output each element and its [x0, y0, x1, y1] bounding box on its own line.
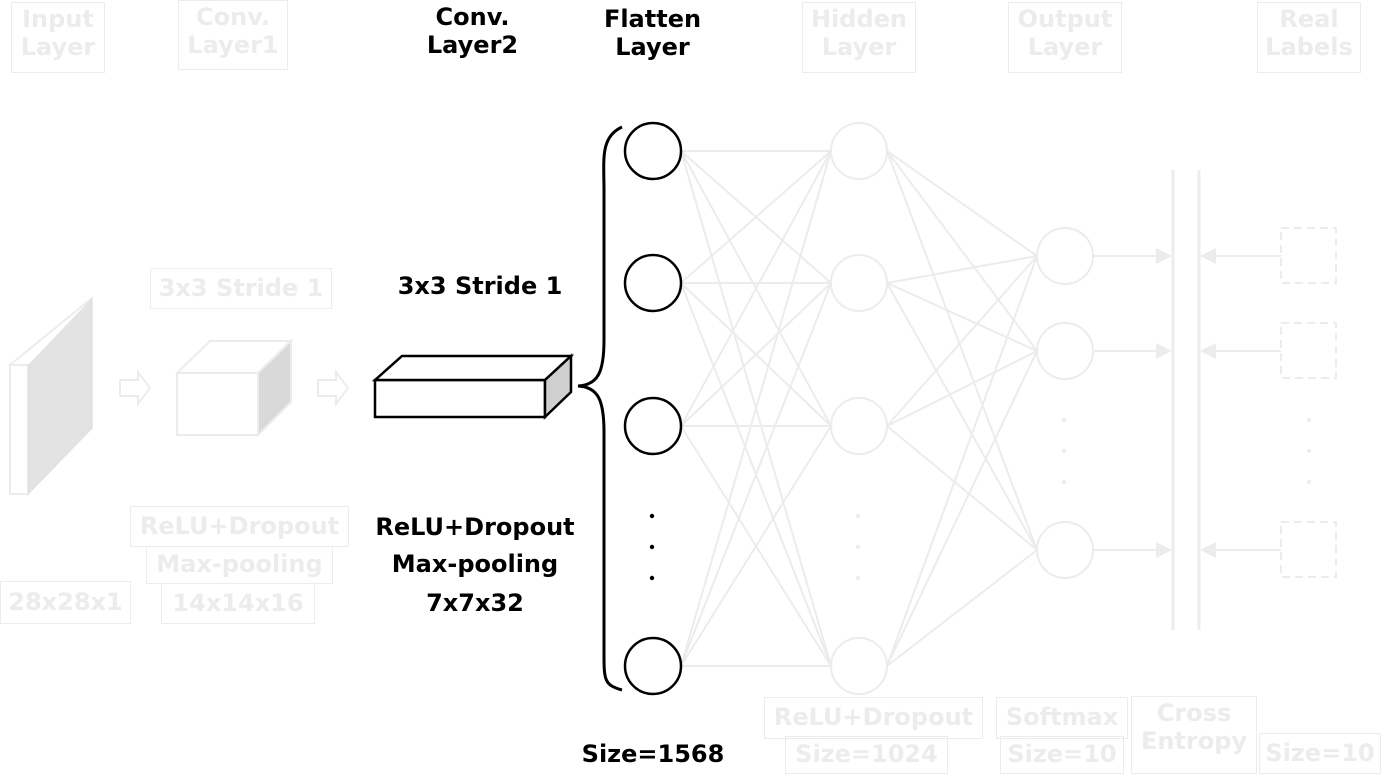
real-label-box	[1280, 322, 1337, 379]
loss-arrows	[1093, 248, 1281, 558]
real-label-box	[1280, 521, 1337, 578]
conv1-pool-label: Max-pooling	[146, 546, 333, 584]
output-neuron	[1036, 227, 1094, 285]
input-volume	[7, 295, 93, 497]
real-labels-header: Real Labels	[1257, 2, 1361, 73]
flatten-hidden-edge	[680, 150, 832, 427]
flatten-neuron	[623, 396, 683, 456]
flatten-hidden-edge	[680, 282, 832, 667]
input-size-label: 28x28x1	[0, 581, 131, 624]
conv1-relu-label: ReLU+Dropout	[130, 506, 349, 547]
arrow-icon	[317, 369, 350, 407]
flatten-size-label: Size=1568	[581, 740, 725, 768]
flatten-layer-header: Flatten Layer	[603, 5, 702, 62]
hidden-output-edge	[886, 150, 1038, 551]
flatten-hidden-edge	[680, 150, 832, 284]
flatten-hidden-edge	[680, 150, 832, 667]
flatten-hidden-edge	[680, 282, 832, 427]
real-label-box	[1280, 227, 1337, 284]
hidden-layer-header: Hidden Layer	[802, 2, 916, 73]
conv2-pool-label: Max-pooling	[391, 550, 559, 578]
flatten-neurons	[623, 121, 683, 696]
flatten-brace	[577, 125, 623, 692]
output-neuron	[1036, 322, 1094, 380]
loss-bars	[1171, 170, 1201, 630]
output-neurons	[1036, 227, 1094, 579]
hidden-output-edge	[886, 150, 1038, 257]
flatten-neuron	[623, 253, 683, 313]
hidden-output-edge	[886, 255, 1038, 427]
conv-layer1-header: Conv. Layer1	[178, 0, 288, 70]
output-size-label: Size=10	[1000, 736, 1124, 774]
loss-label: Cross Entropy	[1131, 696, 1257, 774]
hidden-ellipsis	[856, 514, 860, 580]
hidden-output-edge	[886, 255, 1038, 284]
conv2-volume	[371, 353, 575, 420]
hidden-neuron	[830, 397, 888, 455]
conv1-volume	[174, 338, 294, 438]
conv2-size-label: 7x7x32	[426, 589, 524, 617]
hidden-output-edge	[886, 255, 1038, 667]
hidden-output-edge	[886, 350, 1038, 667]
hidden-output-edge	[886, 350, 1038, 427]
flatten-neuron	[623, 636, 683, 696]
hidden-output-edge	[886, 425, 1038, 551]
hidden-output-edge	[886, 150, 1038, 352]
flatten-neuron	[623, 121, 683, 181]
output-ellipsis	[1062, 418, 1066, 484]
input-layer-header: Input Layer	[11, 2, 105, 73]
hidden-output-edge	[886, 282, 1038, 551]
arrow-icon	[119, 369, 152, 407]
hidden-output-edge	[886, 549, 1038, 667]
hidden-neuron	[830, 254, 888, 312]
labels-ellipsis	[1307, 418, 1311, 484]
labels-size-label: Size=10	[1259, 733, 1381, 774]
real-label-boxes	[1280, 227, 1337, 578]
hidden-neuron	[830, 637, 888, 695]
output-softmax-label: Softmax	[996, 697, 1128, 739]
hidden-relu-label: ReLU+Dropout	[764, 697, 983, 739]
hidden-size-label: Size=1024	[785, 736, 948, 774]
hidden-output-edge	[886, 282, 1038, 352]
conv-layer2-header: Conv. Layer2	[426, 3, 519, 60]
conv2-relu-label: ReLU+Dropout	[375, 513, 575, 541]
hidden-neurons	[830, 122, 888, 695]
output-neuron	[1036, 521, 1094, 579]
conv1-size-label: 14x14x16	[161, 583, 315, 624]
hidden-neuron	[830, 122, 888, 180]
connections	[680, 150, 1038, 667]
output-layer-header: Output Layer	[1008, 2, 1122, 73]
flatten-hidden-edge	[680, 425, 832, 667]
flatten-ellipsis	[649, 513, 655, 581]
conv2-kernel-label: 3x3 Stride 1	[397, 272, 563, 300]
conv1-kernel-label: 3x3 Stride 1	[150, 268, 332, 309]
